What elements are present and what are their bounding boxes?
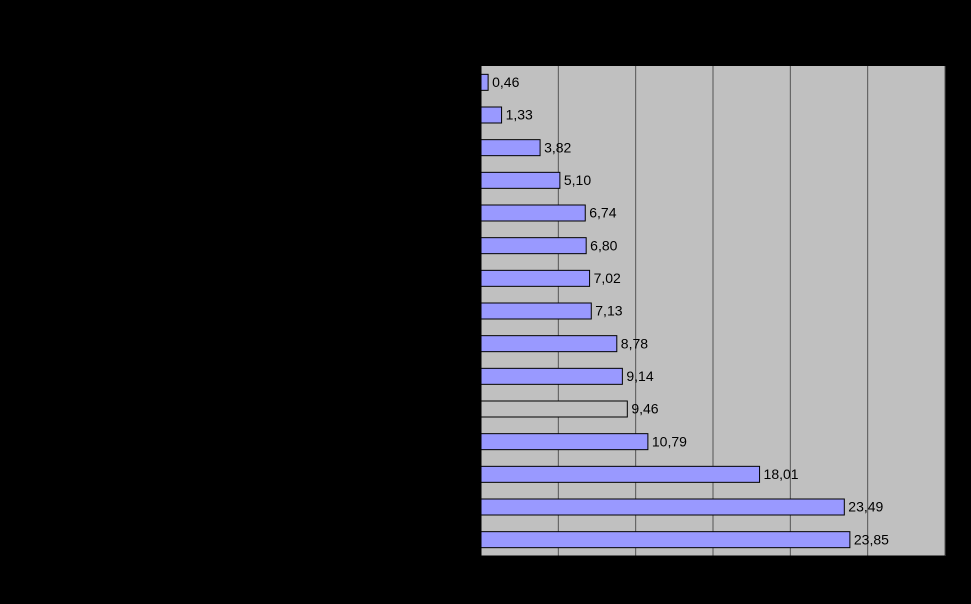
bar: [480, 237, 587, 255]
value-label: 9,46: [631, 401, 658, 417]
value-label: 18,01: [764, 466, 799, 482]
value-label: 0,46: [492, 74, 519, 90]
value-label: 23,49: [848, 499, 883, 515]
bar: [480, 269, 591, 287]
bar: [480, 302, 592, 320]
bar: [480, 73, 489, 91]
value-label: 8,78: [621, 335, 648, 351]
bar: [480, 465, 761, 483]
value-label: 5,10: [564, 172, 591, 188]
bar: [480, 498, 845, 516]
bar: [480, 139, 541, 157]
value-label: 6,74: [589, 205, 616, 221]
value-label: 23,85: [854, 531, 889, 547]
bar: [480, 367, 623, 385]
value-label: 6,80: [590, 237, 617, 253]
value-label: 1,33: [506, 107, 533, 123]
bar: [480, 171, 561, 189]
bar: [480, 400, 628, 418]
value-label: 3,82: [544, 139, 571, 155]
value-label: 7,02: [594, 270, 621, 286]
bar: [480, 335, 618, 353]
bar: [480, 106, 503, 124]
bar: [480, 433, 649, 451]
bar: [480, 204, 586, 222]
bar: [480, 531, 851, 549]
value-label: 10,79: [652, 433, 687, 449]
value-label: 7,13: [595, 303, 622, 319]
value-label: 9,14: [626, 368, 653, 384]
